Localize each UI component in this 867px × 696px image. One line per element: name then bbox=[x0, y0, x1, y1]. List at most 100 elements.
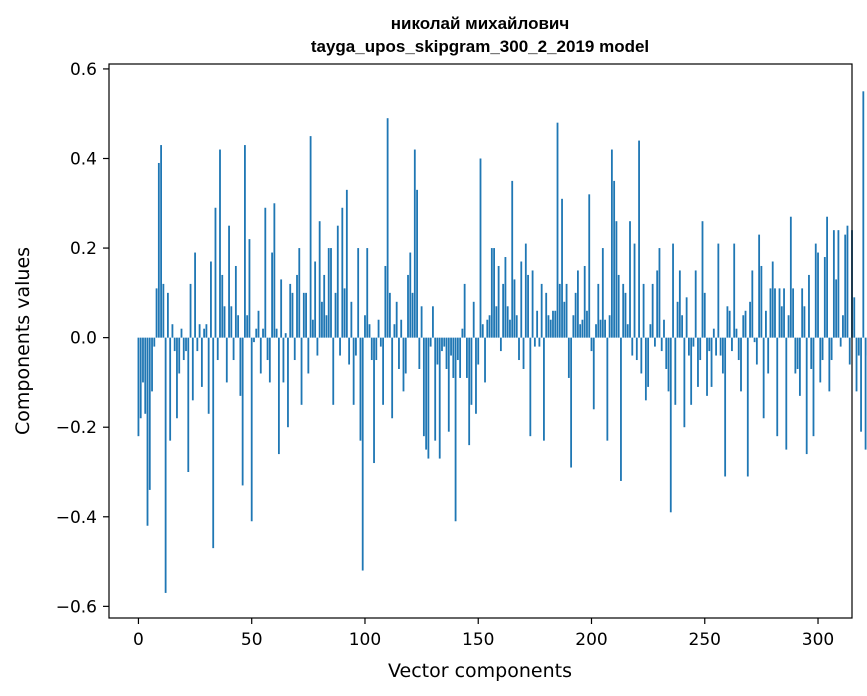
bar bbox=[157, 162, 160, 338]
bar bbox=[373, 337, 375, 464]
bar bbox=[277, 337, 280, 455]
bar bbox=[638, 140, 640, 338]
bar bbox=[746, 337, 749, 477]
bar bbox=[620, 337, 622, 481]
bar bbox=[735, 328, 738, 338]
bar bbox=[529, 337, 532, 437]
x-tick-label: 0 bbox=[133, 630, 144, 650]
bar bbox=[499, 337, 502, 352]
x-tick-label: 100 bbox=[349, 630, 381, 650]
bar bbox=[712, 328, 715, 338]
bar bbox=[169, 337, 172, 441]
bar bbox=[253, 337, 255, 343]
bar bbox=[219, 149, 221, 338]
bar bbox=[434, 337, 437, 441]
bar bbox=[153, 337, 156, 347]
bar bbox=[577, 270, 579, 338]
bar bbox=[860, 337, 862, 432]
bar bbox=[543, 337, 545, 441]
bar bbox=[189, 283, 192, 338]
bar bbox=[336, 225, 339, 338]
bar-group bbox=[137, 91, 867, 593]
bar bbox=[595, 324, 597, 338]
bar bbox=[427, 337, 430, 459]
bar bbox=[810, 337, 813, 369]
bar bbox=[654, 337, 656, 347]
bar bbox=[413, 149, 416, 338]
bar bbox=[271, 252, 273, 338]
bar bbox=[762, 337, 765, 419]
y-tick-label: −0.4 bbox=[56, 508, 97, 528]
bar bbox=[597, 283, 600, 338]
bar bbox=[549, 319, 552, 338]
bar bbox=[248, 239, 251, 338]
bar bbox=[796, 337, 799, 369]
bar bbox=[801, 288, 804, 338]
y-tick-label: 0.6 bbox=[70, 60, 97, 80]
bar bbox=[352, 337, 355, 405]
bar bbox=[386, 118, 389, 338]
bar bbox=[610, 149, 613, 338]
bar bbox=[368, 324, 371, 338]
bar bbox=[291, 292, 294, 338]
bar bbox=[321, 301, 323, 338]
bar bbox=[588, 194, 591, 338]
bar bbox=[409, 252, 412, 338]
bar bbox=[737, 337, 740, 361]
bar bbox=[196, 337, 199, 352]
bar bbox=[198, 324, 201, 338]
bar bbox=[282, 337, 285, 383]
y-tick-label: 0.2 bbox=[70, 239, 97, 259]
bar bbox=[848, 337, 851, 365]
bar bbox=[241, 337, 244, 486]
bar bbox=[665, 337, 668, 369]
bar bbox=[601, 248, 604, 338]
bar bbox=[275, 328, 278, 338]
bar bbox=[808, 274, 810, 338]
bar bbox=[459, 337, 462, 378]
bar bbox=[262, 328, 264, 338]
x-axis-ticks: 0 50 100 150 200 250 300 bbox=[133, 618, 834, 650]
bar bbox=[171, 324, 174, 338]
bar bbox=[246, 315, 249, 338]
bar bbox=[538, 337, 541, 347]
bar bbox=[187, 337, 190, 472]
bar bbox=[629, 221, 631, 338]
bar bbox=[268, 337, 271, 383]
bar bbox=[511, 180, 514, 338]
bar bbox=[731, 337, 733, 352]
bar bbox=[685, 297, 688, 338]
bar bbox=[583, 265, 586, 338]
bar bbox=[255, 328, 258, 338]
bar bbox=[407, 274, 409, 338]
bar bbox=[314, 261, 317, 338]
bar bbox=[212, 337, 215, 549]
bar bbox=[234, 265, 237, 338]
bar bbox=[608, 315, 611, 338]
bar bbox=[180, 328, 183, 338]
bar bbox=[837, 230, 840, 338]
bar bbox=[805, 337, 808, 455]
bar bbox=[214, 207, 217, 338]
bar bbox=[404, 337, 407, 374]
bar bbox=[425, 337, 428, 450]
bar bbox=[513, 279, 516, 338]
bar bbox=[649, 324, 652, 338]
bar bbox=[774, 288, 776, 338]
bar bbox=[812, 337, 815, 437]
bar bbox=[502, 283, 505, 338]
bar bbox=[162, 283, 165, 338]
bar bbox=[835, 279, 838, 338]
bar bbox=[454, 337, 457, 522]
bar bbox=[728, 310, 731, 338]
bar bbox=[350, 301, 353, 338]
bar bbox=[846, 225, 849, 338]
bar bbox=[230, 306, 233, 338]
bar bbox=[461, 328, 464, 338]
bar bbox=[515, 315, 518, 338]
bar bbox=[789, 216, 792, 338]
bar bbox=[377, 319, 380, 338]
x-axis-label: Vector components bbox=[388, 660, 572, 682]
bar bbox=[701, 221, 704, 338]
